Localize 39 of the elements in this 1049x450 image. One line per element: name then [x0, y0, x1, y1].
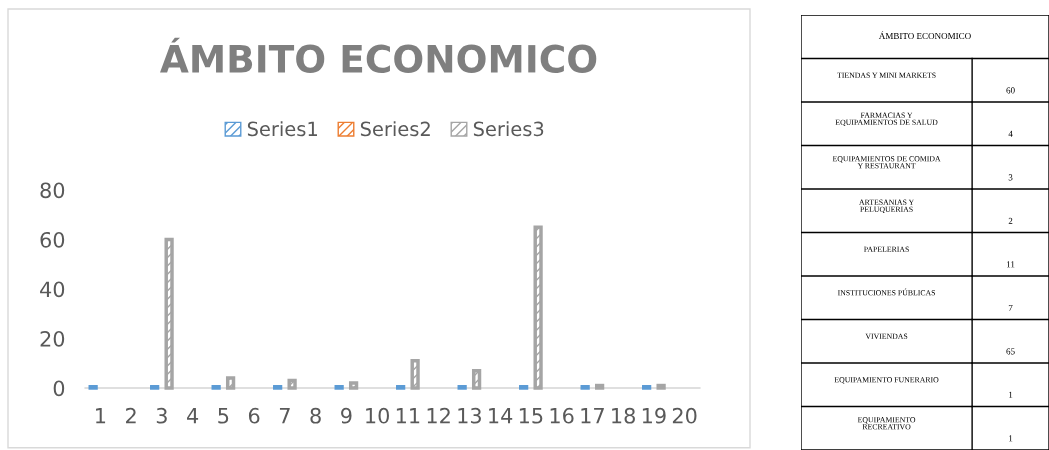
x-tick-label: 7	[279, 408, 290, 424]
x-tick-label: 15	[519, 408, 543, 424]
x-tick-label: 8	[310, 407, 321, 424]
x-tick-label: 5	[218, 408, 229, 424]
x-tick-label: 17	[581, 408, 604, 424]
legend-label: Series2	[360, 121, 430, 137]
data-label: 2	[1008, 217, 1013, 224]
x-tick-label: 6	[248, 407, 260, 424]
data-label: 65	[1006, 348, 1015, 355]
y-tick-label: 40	[40, 281, 65, 298]
y-tick-label: 60	[40, 231, 65, 248]
x-tick-label: 20	[672, 407, 697, 424]
y-tick-label: 0	[53, 380, 65, 397]
y-tick-label: 20	[40, 330, 65, 347]
data-label: 7	[1008, 304, 1013, 311]
x-tick-label: 9	[341, 407, 352, 424]
data-label: 60	[1006, 87, 1015, 94]
data-label: 11	[1007, 261, 1015, 268]
text: ÁMBITO ECONOMICO	[878, 31, 971, 40]
x-tick-label: 16	[550, 407, 574, 424]
x-tick-label: 13	[458, 407, 481, 424]
x-tick-label: 2	[126, 407, 136, 424]
x-tick-label: 18	[612, 407, 635, 424]
x-tick-label: 1	[96, 408, 106, 424]
y-tick-label: 80	[40, 182, 65, 199]
data-label: 4	[1008, 130, 1013, 137]
x-tick-label: 4	[187, 408, 199, 424]
x-tick-label: 19	[642, 407, 666, 424]
x-tick-label: 3	[156, 407, 167, 424]
data-label: 1	[1009, 435, 1013, 442]
data-label: 1	[1009, 391, 1013, 398]
x-tick-label: 12	[427, 407, 450, 424]
chart-title: ÁMBITO ECONOMICO	[160, 37, 597, 73]
x-tick-label: 14	[489, 408, 513, 424]
legend-label: Series1	[247, 121, 317, 137]
x-tick-label: 11	[396, 408, 420, 424]
data-label: 3	[1008, 174, 1013, 181]
x-tick-label: 10	[366, 407, 389, 424]
legend-label: Series3	[473, 121, 544, 137]
